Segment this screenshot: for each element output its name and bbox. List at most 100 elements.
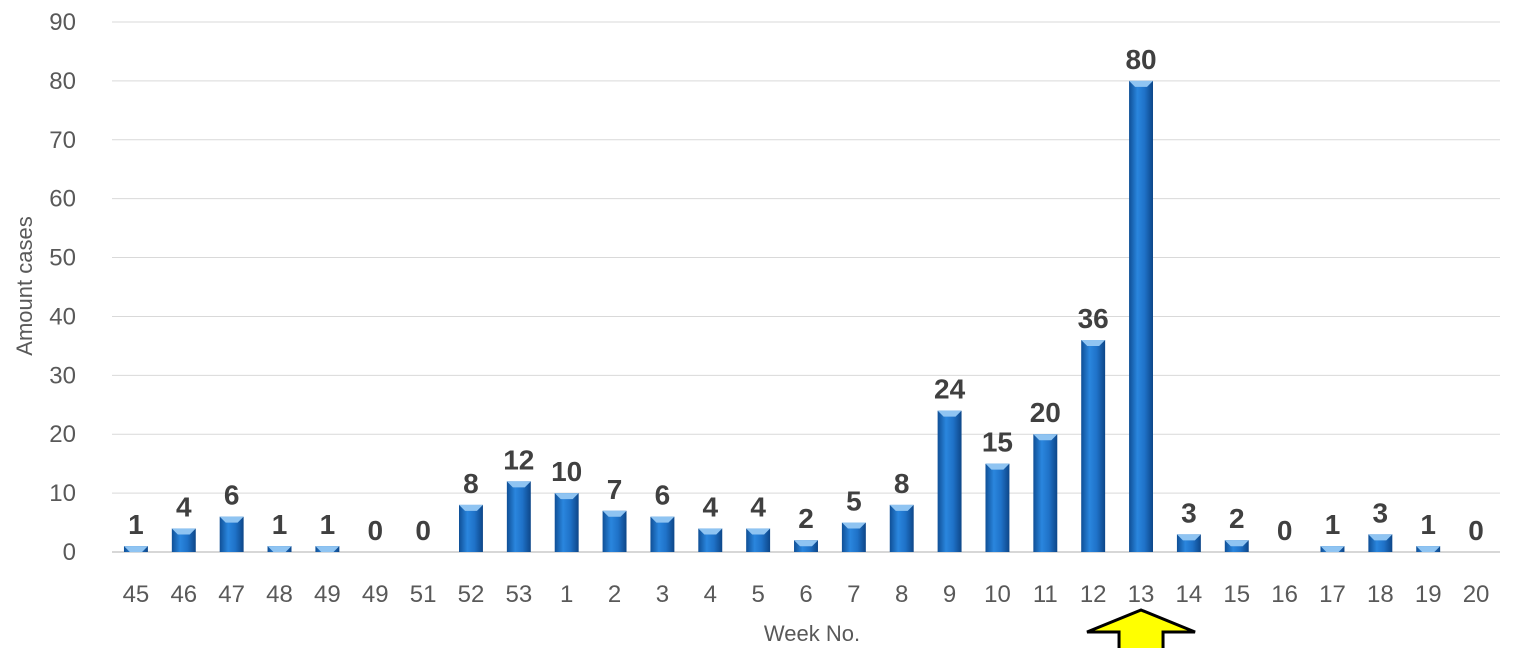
bar-top-bevel bbox=[1320, 546, 1345, 553]
bar bbox=[841, 522, 866, 552]
bar-top-bevel bbox=[937, 410, 962, 417]
bar bbox=[650, 516, 675, 552]
bar-top-bevel bbox=[841, 522, 866, 529]
y-tick-label: 70 bbox=[49, 127, 76, 154]
y-axis-tick-labels: 0 10 20 30 40 50 60 70 80 90 bbox=[49, 9, 76, 566]
bar-top-bevel bbox=[1416, 546, 1441, 553]
bar-top-bevel bbox=[459, 504, 483, 511]
bar-top-bevel bbox=[506, 481, 531, 488]
bar-top-bevel bbox=[698, 528, 723, 535]
data-label: 1 bbox=[1325, 509, 1341, 540]
data-label: 1 bbox=[1420, 509, 1436, 540]
data-label: 4 bbox=[176, 491, 192, 522]
y-tick-label: 0 bbox=[63, 539, 76, 566]
bar bbox=[506, 481, 531, 552]
data-label: 6 bbox=[655, 480, 671, 511]
data-label: 6 bbox=[224, 480, 240, 511]
data-label: 2 bbox=[1229, 503, 1245, 534]
x-tick-label: 19 bbox=[1415, 581, 1442, 608]
x-tick-label: 6 bbox=[799, 581, 812, 608]
data-label: 10 bbox=[551, 456, 582, 487]
x-tick-label: 8 bbox=[895, 581, 908, 608]
x-tick-label: 49 bbox=[314, 581, 341, 608]
data-label: 7 bbox=[607, 474, 623, 505]
data-label: 3 bbox=[1181, 497, 1197, 528]
data-label: 8 bbox=[463, 468, 479, 499]
x-tick-label: 5 bbox=[751, 581, 764, 608]
data-label: 4 bbox=[702, 491, 718, 522]
data-label: 2 bbox=[798, 503, 814, 534]
x-tick-label: 16 bbox=[1271, 581, 1298, 608]
data-label: 15 bbox=[982, 427, 1013, 458]
bar-top-bevel bbox=[1368, 534, 1393, 541]
bars bbox=[123, 80, 1441, 553]
bar-top-bevel bbox=[1224, 540, 1249, 547]
x-tick-label: 17 bbox=[1319, 581, 1346, 608]
y-tick-label: 40 bbox=[49, 303, 76, 330]
data-label: 1 bbox=[128, 509, 144, 540]
bar-top-bevel bbox=[219, 516, 244, 523]
bar bbox=[1129, 80, 1153, 552]
gridlines bbox=[112, 21, 1500, 553]
data-label: 1 bbox=[272, 509, 288, 540]
x-tick-label: 14 bbox=[1176, 581, 1203, 608]
bar bbox=[1081, 340, 1106, 552]
x-tick-label: 51 bbox=[410, 581, 437, 608]
x-tick-label: 1 bbox=[560, 581, 573, 608]
x-tick-label: 9 bbox=[943, 581, 956, 608]
data-label: 12 bbox=[503, 444, 534, 475]
y-tick-label: 50 bbox=[49, 245, 76, 272]
bar-top-bevel bbox=[1033, 434, 1058, 441]
x-tick-label: 15 bbox=[1223, 581, 1250, 608]
x-tick-label: 49 bbox=[362, 581, 389, 608]
x-tick-label: 48 bbox=[266, 581, 293, 608]
bar bbox=[602, 510, 627, 552]
y-tick-label: 20 bbox=[49, 421, 76, 448]
x-tick-label: 3 bbox=[656, 581, 669, 608]
bar-top-bevel bbox=[602, 510, 627, 517]
x-tick-label: 10 bbox=[984, 581, 1011, 608]
data-label: 80 bbox=[1125, 44, 1156, 75]
bar-top-bevel bbox=[554, 493, 579, 500]
data-label: 0 bbox=[1468, 515, 1484, 546]
bar-top-bevel bbox=[315, 546, 340, 553]
data-label: 4 bbox=[750, 491, 766, 522]
data-label: 3 bbox=[1373, 497, 1389, 528]
data-label: 0 bbox=[367, 515, 383, 546]
bar-top-bevel bbox=[1081, 340, 1106, 346]
y-tick-label: 30 bbox=[49, 362, 76, 389]
x-tick-label: 20 bbox=[1463, 581, 1490, 608]
highlight-arrow bbox=[1086, 608, 1196, 648]
x-tick-label: 11 bbox=[1033, 581, 1058, 608]
x-axis-tick-labels: 45 46 47 48 49 49 51 52 53 1 2 3 4 5 6 7 8 9 10 11 12 13 14 15 1… bbox=[123, 581, 1490, 608]
bar bbox=[459, 504, 483, 552]
x-tick-label: 2 bbox=[608, 581, 621, 608]
bar-top-bevel bbox=[889, 504, 914, 511]
x-tick-label: 12 bbox=[1080, 581, 1107, 608]
data-label: 36 bbox=[1078, 303, 1109, 334]
data-label: 0 bbox=[1277, 515, 1293, 546]
x-tick-label: 7 bbox=[847, 581, 860, 608]
x-tick-label: 4 bbox=[704, 581, 717, 608]
data-label: 0 bbox=[415, 515, 431, 546]
y-tick-label: 60 bbox=[49, 186, 76, 213]
bar-top-bevel bbox=[1129, 80, 1153, 87]
x-tick-label: 13 bbox=[1128, 581, 1155, 608]
x-axis-title: Week No. bbox=[764, 621, 860, 646]
x-tick-label: 18 bbox=[1367, 581, 1394, 608]
bar-top-bevel bbox=[985, 463, 1010, 470]
data-label: 5 bbox=[846, 486, 862, 517]
bar bbox=[889, 504, 914, 552]
bar bbox=[985, 463, 1010, 552]
y-tick-label: 10 bbox=[49, 480, 76, 507]
bar-top-bevel bbox=[123, 546, 148, 553]
bar-top-bevel bbox=[1176, 534, 1201, 541]
bar bbox=[937, 410, 962, 552]
bar-top-bevel bbox=[650, 516, 675, 523]
bar-top-bevel bbox=[267, 546, 292, 553]
x-tick-label: 53 bbox=[505, 581, 532, 608]
bar bbox=[554, 493, 579, 552]
bar-top-bevel bbox=[746, 528, 771, 535]
bar bbox=[1033, 434, 1058, 552]
